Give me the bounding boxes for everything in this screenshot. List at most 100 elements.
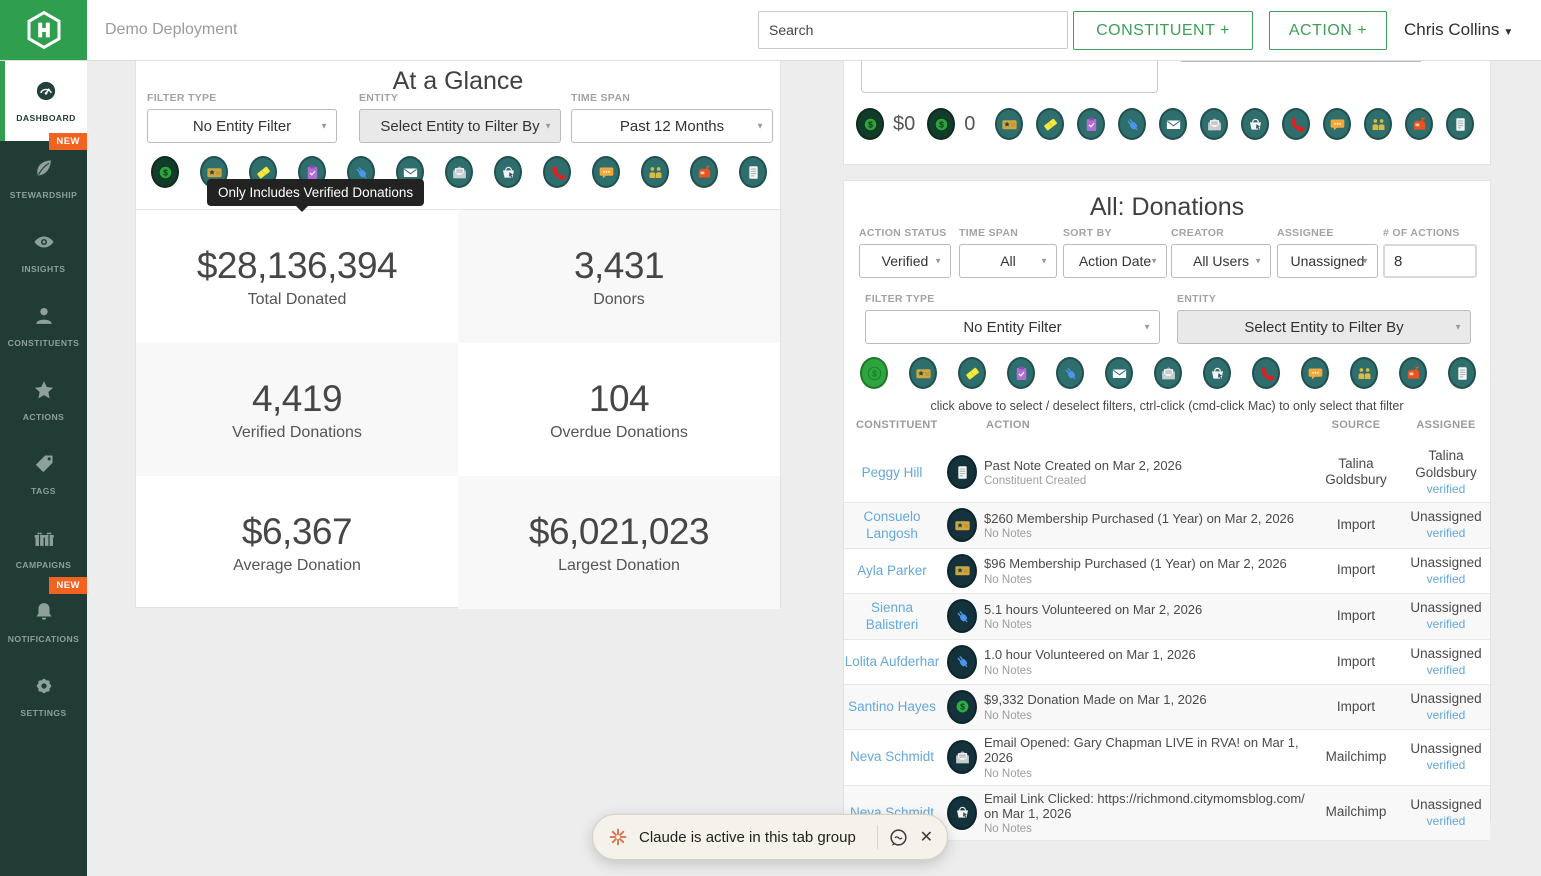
note-icon[interactable]: [739, 156, 767, 188]
clipboard-icon[interactable]: [1077, 108, 1106, 140]
verified-link[interactable]: verified: [1426, 707, 1466, 722]
chat-icon[interactable]: [592, 156, 620, 188]
creator-select[interactable]: All Users ▼: [1171, 244, 1271, 278]
sidebar-item-constituents[interactable]: CONSTITUENTS: [0, 289, 87, 363]
sidebar-item-stewardship[interactable]: NEW STEWARDSHIP: [0, 133, 87, 215]
membership-icon[interactable]: [995, 108, 1024, 140]
constituent-link[interactable]: Peggy Hill: [861, 464, 923, 480]
time-span-select[interactable]: Past 12 Months ▼: [571, 109, 773, 143]
email-opened-icon[interactable]: [1200, 108, 1229, 140]
sidebar-item-actions[interactable]: ACTIONS: [0, 363, 87, 437]
verified-link[interactable]: verified: [1426, 617, 1466, 632]
verified-link[interactable]: verified: [1426, 571, 1466, 586]
assignee-select[interactable]: Unassigned ▼: [1277, 244, 1378, 278]
verified-link[interactable]: verified: [1426, 813, 1466, 828]
volunteer-plug-icon[interactable]: [1118, 108, 1147, 140]
clipboard-icon[interactable]: [1007, 357, 1035, 389]
select-value: Select Entity to Filter By: [1244, 318, 1404, 336]
phone-call-icon[interactable]: [1252, 357, 1280, 389]
entity-select[interactable]: Select Entity to Filter By ▼: [1177, 310, 1471, 344]
constituent-link[interactable]: Neva Schmidt: [849, 749, 935, 765]
top-filter-icons: [995, 108, 1475, 140]
mailbox-icon[interactable]: [1399, 357, 1427, 389]
sidebar-item-settings[interactable]: SETTINGS: [0, 659, 87, 733]
email-opened-icon[interactable]: [445, 156, 473, 188]
of-actions-input[interactable]: [1383, 244, 1477, 278]
purchase-basket-icon[interactable]: [1203, 357, 1231, 389]
phone-call-icon[interactable]: [1282, 108, 1311, 140]
chat-icon[interactable]: [1323, 108, 1352, 140]
assignee-name: Unassigned: [1410, 796, 1482, 812]
ticket-icon[interactable]: [1036, 108, 1065, 140]
verified-link[interactable]: verified: [1426, 481, 1466, 496]
volunteer-plug-icon[interactable]: [1056, 357, 1084, 389]
app-logo[interactable]: [0, 0, 87, 60]
note-icon[interactable]: [1446, 108, 1475, 140]
mailbox-icon[interactable]: [1405, 108, 1434, 140]
people-meeting-icon[interactable]: [641, 156, 669, 188]
volunteer-plug-icon[interactable]: [947, 644, 977, 679]
purchase-basket-icon[interactable]: [947, 795, 977, 830]
filter-type-select[interactable]: No Entity Filter ▼: [865, 310, 1160, 344]
search-input[interactable]: [758, 11, 1068, 49]
phone-call-icon[interactable]: [543, 156, 571, 188]
banner-divider: [876, 825, 878, 849]
action-note: No Notes: [984, 823, 1032, 836]
donation-icon-dark[interactable]: $: [856, 108, 884, 140]
email-opened-icon[interactable]: [1154, 357, 1182, 389]
people-meeting-icon[interactable]: [1364, 108, 1393, 140]
sidebar-item-tags[interactable]: TAGS: [0, 437, 87, 511]
note-icon[interactable]: [947, 455, 977, 490]
constituent-link[interactable]: Lolita Aufderhar: [844, 654, 940, 670]
donation-icon-dark[interactable]: $: [151, 156, 179, 188]
donation-icon-dark[interactable]: $: [927, 108, 956, 140]
email-icon[interactable]: [1105, 357, 1133, 389]
sidebar-item-campaigns[interactable]: CAMPAIGNS: [0, 511, 87, 585]
action-status-select[interactable]: Verified ▼: [859, 244, 951, 278]
verified-link[interactable]: verified: [1426, 526, 1466, 541]
email-icon[interactable]: [1159, 108, 1188, 140]
verified-link[interactable]: verified: [1426, 662, 1466, 677]
action-type-cell: [940, 553, 984, 588]
membership-icon[interactable]: [909, 357, 937, 389]
sidebar-item-notifications[interactable]: NEW NOTIFICATIONS: [0, 577, 87, 659]
truncated-divider: [1181, 61, 1421, 62]
constituent-link[interactable]: Ayla Parker: [857, 563, 927, 579]
close-icon[interactable]: ✕: [919, 829, 933, 846]
action-note: No Notes: [984, 619, 1032, 632]
constituent-link[interactable]: Santino Hayes: [848, 699, 936, 715]
volunteer-plug-icon[interactable]: [947, 599, 977, 634]
action-cell: $96 Membership Purchased (1 Year) on Mar…: [984, 556, 1310, 585]
note-icon[interactable]: [1448, 357, 1476, 389]
entity-select[interactable]: Select Entity to Filter By ▼: [359, 109, 561, 143]
purchase-basket-icon[interactable]: [1241, 108, 1270, 140]
time-span-select[interactable]: All ▼: [959, 244, 1057, 278]
ticket-icon[interactable]: [958, 357, 986, 389]
verified-link[interactable]: verified: [1426, 758, 1466, 773]
sidebar-item-dashboard[interactable]: DASHBOARD: [0, 60, 87, 141]
constituent-link[interactable]: Consuelo Langosh: [863, 508, 921, 542]
action-note: No Notes: [984, 767, 1032, 780]
mailbox-icon[interactable]: [690, 156, 718, 188]
people-meeting-icon[interactable]: [1350, 357, 1378, 389]
donation-icon-selected[interactable]: $: [860, 357, 888, 389]
top-right-panel: $ $0 $0: [843, 52, 1491, 165]
constituent-link[interactable]: Sienna Balistreri: [865, 599, 919, 633]
chat-icon[interactable]: [1301, 357, 1329, 389]
add-action-button[interactable]: ACTION +: [1269, 11, 1387, 50]
add-constituent-button[interactable]: CONSTITUENT +: [1073, 11, 1253, 50]
filter-type-select[interactable]: No Entity Filter ▼: [147, 109, 337, 143]
membership-icon[interactable]: [947, 508, 977, 543]
chevron-down-icon: ▼: [756, 121, 764, 131]
sidebar-item-insights[interactable]: INSIGHTS: [0, 215, 87, 289]
purchase-basket-icon[interactable]: [494, 156, 522, 188]
source-cell: Mailchimp: [1325, 748, 1387, 764]
sort-by-select[interactable]: Action Date ▼: [1063, 244, 1167, 278]
action-cell: $260 Membership Purchased (1 Year) on Ma…: [984, 511, 1310, 540]
email-opened-icon[interactable]: [947, 740, 977, 775]
membership-icon[interactable]: [947, 553, 977, 588]
gifts-icon: [32, 526, 56, 555]
feedback-chat-icon[interactable]: [888, 826, 910, 848]
donation-coin-icon[interactable]: $: [947, 689, 977, 724]
user-menu[interactable]: Chris Collins ▼: [1404, 20, 1514, 39]
